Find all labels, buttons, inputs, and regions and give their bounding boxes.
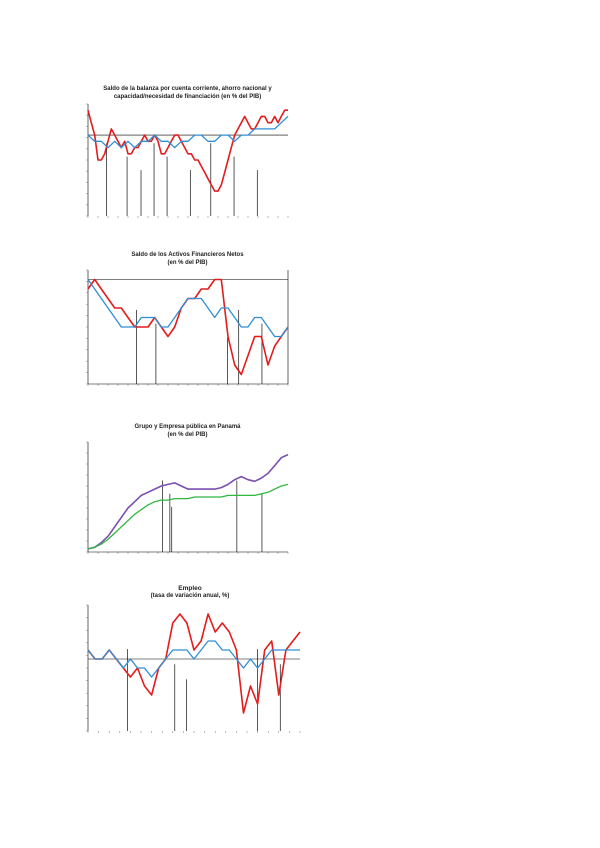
- chart-panel-1: Saldo de la balanza por cuenta corriente…: [80, 86, 295, 221]
- chart-1-title-line-1: Saldo de la balanza por cuenta corriente…: [103, 86, 272, 92]
- chart-4-title-line-2: (tasa de variación anual, %): [150, 593, 230, 599]
- chart-1-title-line-2: capacidad/necesidad de financiación (en …: [113, 94, 262, 100]
- chart-2-series-blue-line: [87, 279, 289, 338]
- chart-2-series-red-line: [87, 278, 289, 376]
- chart-panel-2: Saldo de los Activos Financieros Netos (…: [80, 252, 295, 389]
- chart-2-title-line-1: Saldo de los Activos Financieros Netos: [131, 252, 244, 258]
- chart-1-series-red-line: [87, 109, 288, 192]
- chart-3-plot: [86, 441, 289, 554]
- chart-4-title-line-1: Empleo: [178, 585, 202, 592]
- chart-1-plot: [86, 103, 289, 218]
- chart-1-series-blue-line: [87, 115, 289, 149]
- chart-4-plot: [86, 604, 301, 733]
- chart-4-series-blue-line: [87, 640, 300, 678]
- chart-panel-4: Empleo (tasa de variación anual, %): [80, 585, 301, 735]
- chart-3-series-green-line: [87, 483, 289, 550]
- chart-3-series-purple-line: [87, 453, 289, 550]
- chart-3-title-line-1: Grupo y Empresa pública en Panamá: [134, 424, 241, 430]
- chart-panel-3: Grupo y Empresa pública en Panamá (en % …: [80, 424, 295, 559]
- chart-3-title-line-2: (en % del PIB): [167, 432, 208, 438]
- chart-2-plot: [86, 269, 289, 386]
- chart-2-title-line-2: (en % del PIB): [167, 260, 208, 266]
